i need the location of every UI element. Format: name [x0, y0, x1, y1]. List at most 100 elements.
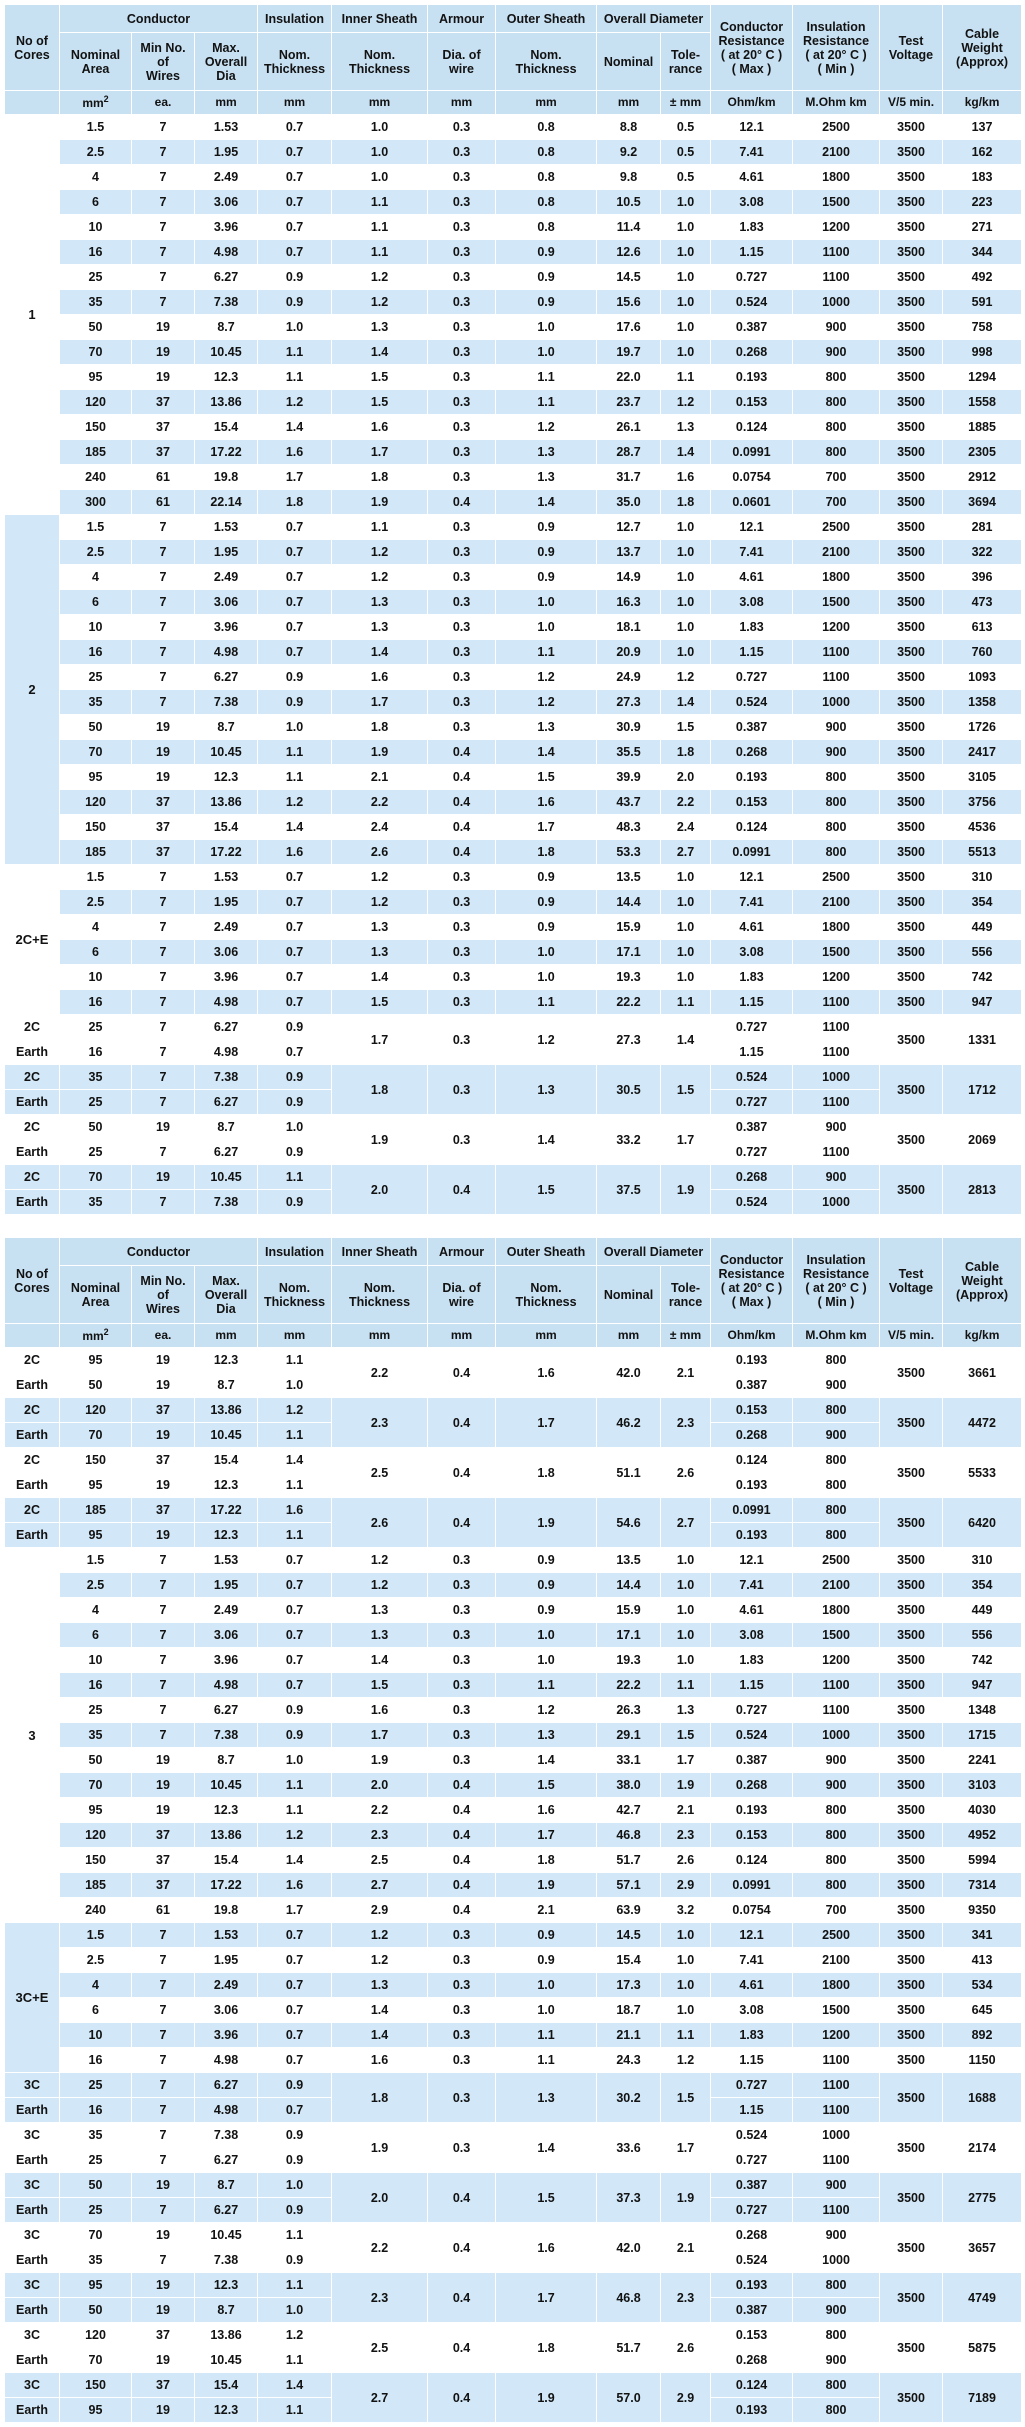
cell: 2100: [792, 889, 881, 915]
cell: 2174: [942, 2122, 1023, 2173]
cell: 1.1: [257, 2222, 333, 2248]
cell: 0.124: [710, 814, 794, 840]
cell: 3500: [879, 2272, 944, 2323]
col-subheader-4: Nom. Thickness: [331, 32, 429, 91]
col-header-no-of-cores: No of Cores: [4, 4, 60, 91]
table-row: 10 7 3.96 0.7 1.4 0.3 1.1 21.1 1.1 1.83 1200 3500 89…: [5, 2022, 1023, 2048]
table-row: 2.5 7 1.95 0.7 1.2 0.3 0.9 14.4 1.0 7.41 2100 3500 3…: [5, 1572, 1023, 1598]
cell: 10.45: [193, 1422, 259, 1448]
cell: 1.4: [660, 1014, 712, 1065]
cell: 19: [131, 1772, 195, 1798]
cell: 1.5: [59, 1922, 132, 1948]
cell: 162: [942, 139, 1023, 165]
cell: 3500: [879, 239, 944, 265]
cell: 15.9: [596, 914, 662, 940]
cell: 3500: [879, 439, 944, 465]
cell: 37: [131, 814, 195, 840]
cell: 1.0: [660, 314, 712, 340]
cell: 1.2: [257, 789, 333, 815]
cell: 0.5: [660, 139, 712, 165]
cell: 1.7: [257, 1897, 333, 1923]
cell: 95: [59, 1347, 132, 1373]
cell: 19.7: [596, 339, 662, 365]
cell: 0.3: [427, 189, 497, 215]
cell: 0.193: [710, 764, 794, 790]
cell: 1.0: [660, 614, 712, 640]
cell: 0.9: [257, 2072, 333, 2098]
cell: 3500: [879, 814, 944, 840]
cell: 3500: [879, 1647, 944, 1673]
cell: 3500: [879, 1064, 944, 1115]
cell: 900: [792, 1114, 881, 1140]
cell: 800: [792, 1797, 881, 1823]
row-label-main: 2C: [4, 1497, 60, 1523]
cell: 0.7: [257, 639, 333, 665]
cell: 0.9: [495, 239, 598, 265]
col-subheader-6: Nom. Thickness: [495, 1265, 598, 1324]
cell: 0.3: [427, 2022, 497, 2048]
table-row: 70 19 10.45 1.1 2.0 0.4 1.5 38.0 1.9 0.268 900 3500…: [5, 1772, 1023, 1798]
cell: 1885: [942, 414, 1023, 440]
cell: 150: [59, 1447, 132, 1473]
cell: 3.06: [193, 189, 259, 215]
cell: 1.1: [257, 364, 333, 390]
cell: 16: [59, 239, 132, 265]
cell: 37: [131, 414, 195, 440]
cell: 6: [59, 1997, 132, 2023]
cell: 7: [131, 164, 195, 190]
cell: 300: [59, 489, 132, 515]
cell: 5533: [942, 1447, 1023, 1498]
cell: 2.3: [660, 1397, 712, 1448]
cell: 48.3: [596, 814, 662, 840]
table-row-main: 2C 50 19 8.7 1.0 1.9 0.3 1.4 33.2 1.7 0.387 900 3500…: [4, 1114, 1023, 1165]
cell: 3500: [879, 1672, 944, 1698]
cell: 7: [131, 889, 195, 915]
cell: 1.1: [495, 1672, 598, 1698]
cell: 1.1: [495, 389, 598, 415]
cell: 0.9: [495, 1597, 598, 1623]
cell: 0.5: [660, 114, 712, 140]
cell: 3500: [879, 1822, 944, 1848]
cell: 1.83: [710, 2022, 794, 2048]
cell: 1.6: [495, 1797, 598, 1823]
cell: 1.4: [331, 964, 429, 990]
cell: 8.8: [596, 114, 662, 140]
cell: 1.2: [257, 1397, 333, 1423]
cell: 30.9: [596, 714, 662, 740]
cell: 1348: [942, 1697, 1023, 1723]
cell: 1.6: [331, 414, 429, 440]
cell: 2100: [792, 1947, 881, 1973]
cell: 7: [131, 189, 195, 215]
cell: 1.0: [660, 1547, 712, 1573]
unit-cell-5: mm: [427, 1323, 497, 1348]
cell: 3500: [879, 114, 944, 140]
cell: 2.49: [193, 564, 259, 590]
cable-spec-table-2: No of Cores Conductor Insulation Inner Shea…: [4, 1237, 1023, 2423]
col-group-inner-sheath: Inner Sheath: [331, 1237, 429, 1266]
cell: 5875: [942, 2322, 1023, 2373]
unit-cell-4: mm: [331, 1323, 429, 1348]
cell: 7: [131, 114, 195, 140]
cell: 35: [59, 2247, 132, 2273]
cell: 0.387: [710, 714, 794, 740]
cell: 3500: [879, 964, 944, 990]
cell: 24.9: [596, 664, 662, 690]
cell: 2069: [942, 1114, 1023, 1165]
cell: 7: [131, 1922, 195, 1948]
cell: 1800: [792, 1597, 881, 1623]
cell: 1.0: [660, 1922, 712, 1948]
cell: 19: [131, 1797, 195, 1823]
cell: 6.27: [193, 264, 259, 290]
units-corner-cell: [4, 90, 60, 115]
cell: 10: [59, 964, 132, 990]
cell: 800: [792, 414, 881, 440]
cell: 61: [131, 1897, 195, 1923]
cell: 21.1: [596, 2022, 662, 2048]
header-label-row: Nominal Area Min No. of Wires Max. Overall…: [5, 32, 1022, 91]
cell: 1.3: [495, 464, 598, 490]
col-group-insulation: Insulation: [257, 1237, 333, 1266]
cell: 4952: [942, 1822, 1023, 1848]
table-row-earth: Earth 25 7 6.27 0.9 0.727 1100: [4, 1089, 1022, 1115]
cell: 900: [792, 2297, 881, 2323]
cell: 150: [59, 814, 132, 840]
